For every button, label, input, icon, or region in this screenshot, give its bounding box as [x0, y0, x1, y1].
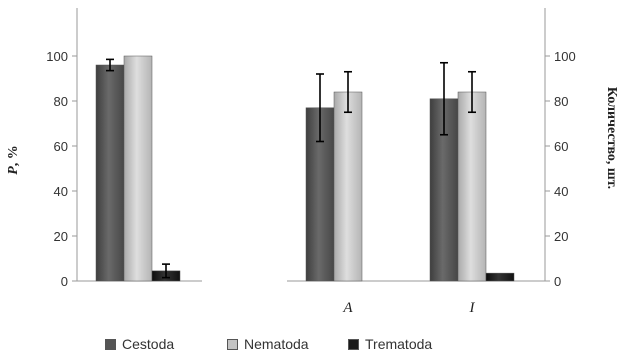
y-axis-title-variable: P — [6, 166, 21, 175]
y-tick-label-0-panel-1: 0 — [61, 274, 68, 289]
legend-label-cestoda: Cestoda — [122, 336, 175, 352]
bar-cestoda-panel-1-group-1 — [95, 64, 125, 282]
bar-nematoda-panel-2-group-1 — [333, 91, 363, 282]
bar-nematoda-panel-2-group-2 — [457, 91, 487, 282]
legend-item-trematoda: Trematoda — [348, 334, 432, 354]
legend: Cestoda Nematoda Trematoda — [105, 334, 525, 354]
legend-item-nematoda: Nematoda — [227, 334, 309, 354]
y-tick-label-20-panel-1: 20 — [54, 229, 68, 244]
y-tick-label-80-panel-2: 80 — [554, 94, 568, 109]
x-category-label-i: I — [469, 300, 476, 316]
y-axis-title-panel-2: Количество, шт. — [604, 87, 619, 189]
legend-swatch-nematoda — [227, 338, 238, 350]
legend-label-trematoda: Trematoda — [365, 336, 433, 352]
y-tick-label-80-panel-1: 80 — [54, 94, 68, 109]
bar-nematoda-panel-1-group-1 — [123, 55, 153, 282]
legend-swatch-trematoda — [348, 338, 359, 350]
x-category-label-a: A — [342, 300, 353, 316]
y-tick-label-60-panel-2: 60 — [554, 139, 568, 154]
y-tick-label-40-panel-1: 40 — [54, 184, 68, 199]
y-tick-label-0-panel-2: 0 — [554, 274, 561, 289]
y-tick-label-100-panel-1: 100 — [46, 49, 68, 64]
legend-label-nematoda: Nematoda — [244, 336, 309, 352]
y-axis-title-unit: , % — [6, 145, 21, 166]
legend-swatch-cestoda — [105, 338, 116, 350]
y-tick-label-40-panel-2: 40 — [554, 184, 568, 199]
y-tick-label-20-panel-2: 20 — [554, 229, 568, 244]
bar-trematoda-panel-2-group-2 — [485, 272, 515, 282]
y-tick-label-60-panel-1: 60 — [54, 139, 68, 154]
y-tick-label-100-panel-2: 100 — [554, 49, 576, 64]
y-axis-title-panel-1: P, % — [6, 145, 21, 175]
legend-item-cestoda: Cestoda — [105, 334, 174, 354]
plot-area: 0 20 40 60 80 100 P, % 0 20 40 60 80 100 Количество, … — [6, 8, 619, 316]
